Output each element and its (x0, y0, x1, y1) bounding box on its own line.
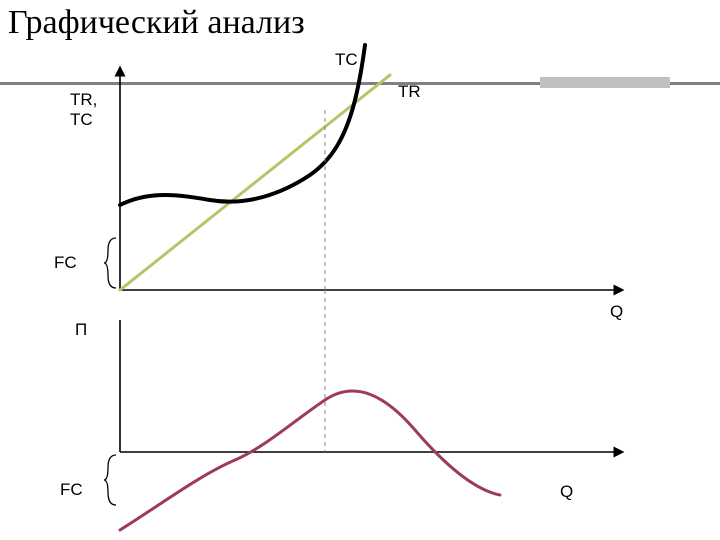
bottom-chart (104, 290, 620, 530)
label-q-bot: Q (560, 482, 573, 502)
top-chart (104, 45, 620, 290)
chart-canvas (0, 0, 720, 540)
label-pi: П (75, 320, 87, 340)
label-tr-tc-y: TR, TC (70, 90, 97, 130)
label-q-top: Q (610, 302, 623, 322)
label-tr: TR (398, 82, 421, 102)
label-fc-bot: FC (60, 480, 83, 500)
label-tc: TC (335, 50, 358, 70)
label-fc-top: FC (54, 253, 77, 273)
